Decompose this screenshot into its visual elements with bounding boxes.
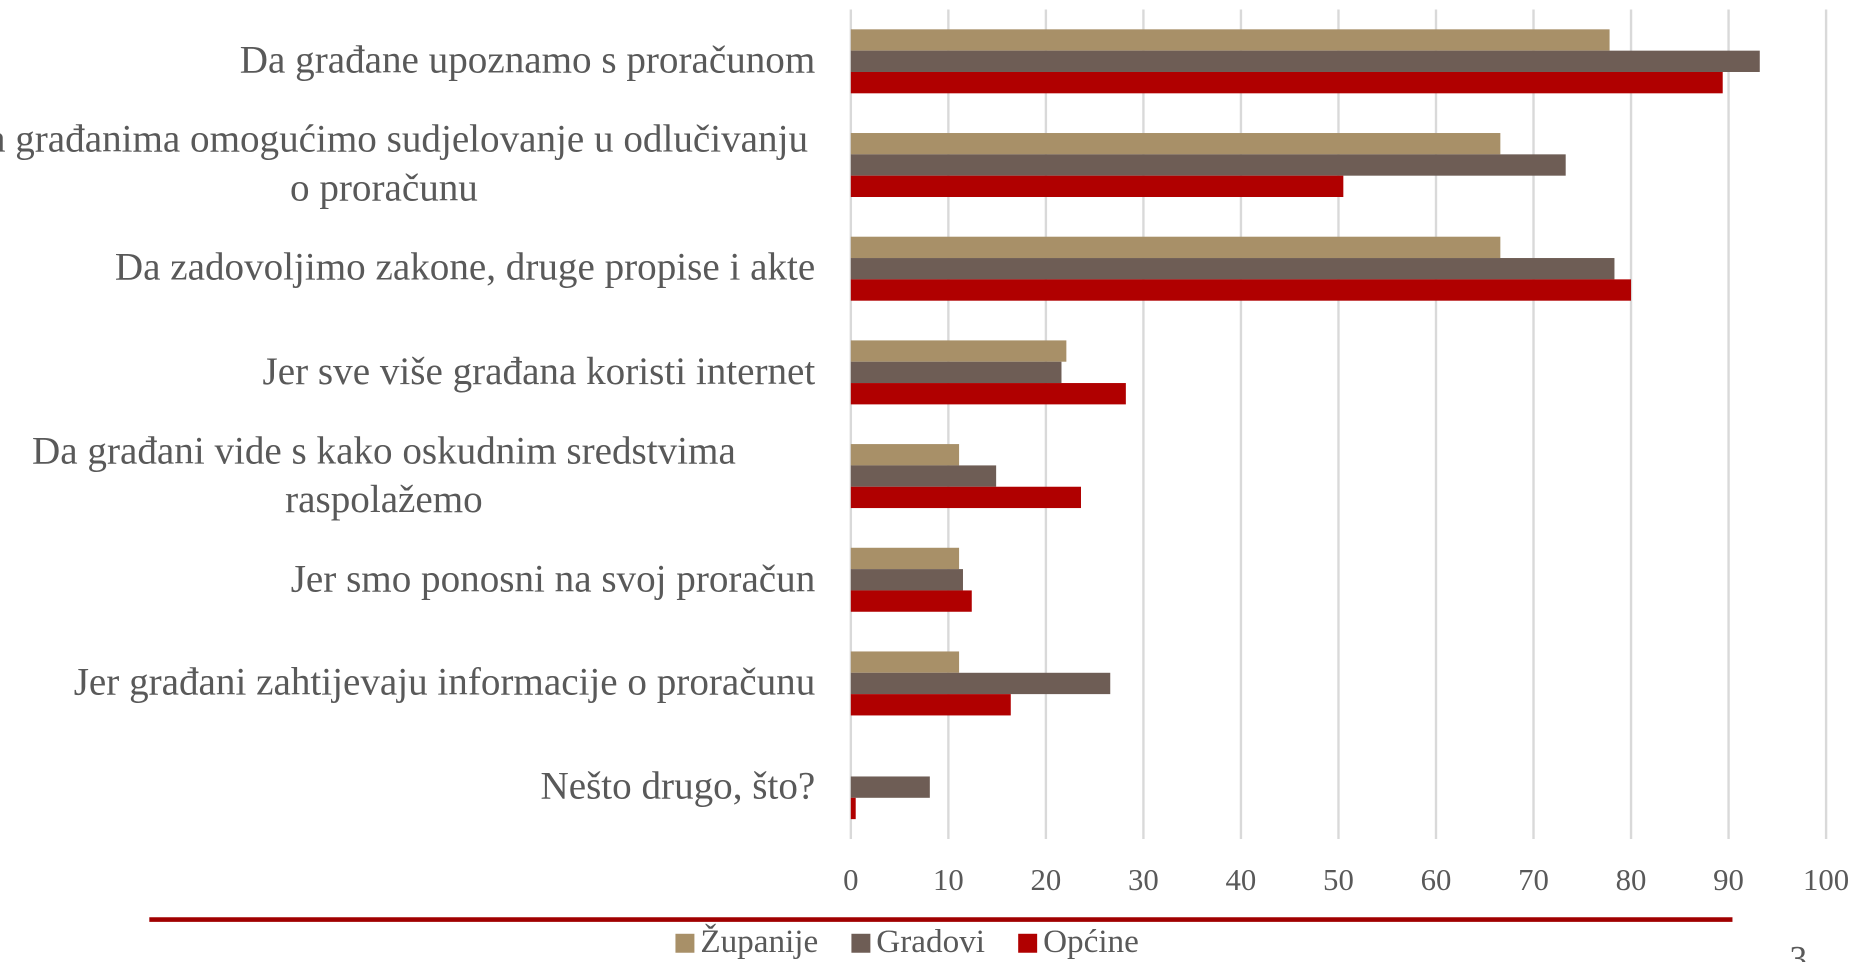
category-label-box: Da građanima omogućimo sudjelovanje u od… xyxy=(0,106,815,225)
category-label-box: Jer sve više građana koristi internet xyxy=(0,313,816,432)
category-label-box: Jer građani zahtijevaju informacije o pr… xyxy=(0,624,816,743)
bar xyxy=(850,465,997,487)
legend-label: Županije xyxy=(700,923,818,960)
bar xyxy=(850,50,1760,72)
x-tick-label: 100 xyxy=(1803,863,1849,897)
x-tick-label: 70 xyxy=(1518,863,1549,897)
bar xyxy=(850,175,1344,198)
bar xyxy=(850,133,1501,155)
category-label: Nešto drugo, što? xyxy=(540,765,816,808)
bar xyxy=(850,258,1615,280)
x-tick-label: 80 xyxy=(1616,863,1647,897)
bar xyxy=(850,486,1081,509)
x-tick-label: 90 xyxy=(1713,863,1744,897)
legend-swatch xyxy=(1018,933,1038,953)
bar xyxy=(850,590,972,612)
x-tick-label: 50 xyxy=(1323,863,1354,897)
category-label: Da građane upoznamo s proračunom xyxy=(239,39,816,83)
legend-swatch xyxy=(675,933,695,953)
category-label: Jer građani zahtijevaju informacije o pr… xyxy=(73,661,816,705)
category-label: Jer sve više građana koristi internet xyxy=(262,350,816,394)
legend-label: Gradovi xyxy=(876,923,985,960)
category-label-box: Da građani vide s kako oskudnim sredstvi… xyxy=(0,417,815,536)
category-label: Da građanima omogućimo sudjelovanje u od… xyxy=(0,118,809,211)
x-tick-label: 0 xyxy=(843,863,858,897)
x-tick-label: 60 xyxy=(1421,863,1452,897)
category-label-box: Da zadovoljimo zakone, druge propise i a… xyxy=(0,209,815,327)
x-tick-label: 30 xyxy=(1128,863,1159,897)
x-tick-label: 10 xyxy=(933,863,964,897)
bar xyxy=(850,776,930,798)
bar xyxy=(850,672,1111,695)
category-label: Da građani vide s kako oskudnim sredstvi… xyxy=(32,429,736,522)
bar xyxy=(850,383,1126,405)
category-label-box: Nešto drugo, što? xyxy=(0,728,815,847)
bar xyxy=(850,651,960,673)
category-label-box: Jer smo ponosni na svoj proračun xyxy=(0,521,816,640)
category-label-box: Da građane upoznamo s proračunom xyxy=(0,2,816,120)
bar xyxy=(850,29,1610,51)
bar xyxy=(850,569,963,591)
legend-swatch xyxy=(851,933,871,953)
x-tick-label: 20 xyxy=(1030,863,1061,897)
bar xyxy=(850,361,1062,384)
x-tick-label: 40 xyxy=(1226,863,1257,897)
bar xyxy=(850,797,856,820)
bar xyxy=(850,236,1501,259)
bar xyxy=(850,71,1723,94)
bar xyxy=(850,444,960,466)
bar xyxy=(850,340,1067,362)
category-label: Da zadovoljimo zakone, druge propise i a… xyxy=(114,246,816,290)
bar xyxy=(850,694,1011,716)
page-number: 3 xyxy=(1789,938,1807,962)
bar xyxy=(850,154,1566,176)
bar xyxy=(850,547,960,570)
bar xyxy=(850,279,1632,301)
category-label: Jer smo ponosni na svoj proračun xyxy=(290,557,816,601)
legend-label: Općine xyxy=(1043,923,1139,960)
